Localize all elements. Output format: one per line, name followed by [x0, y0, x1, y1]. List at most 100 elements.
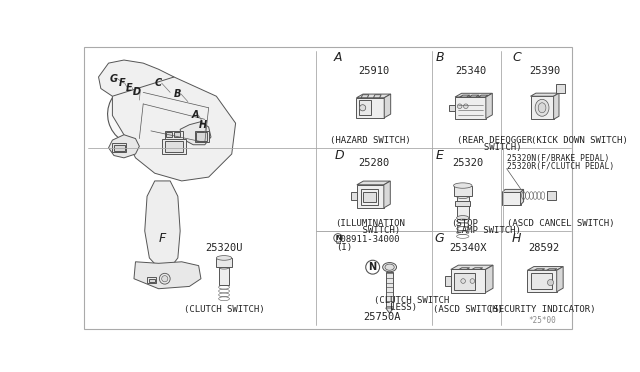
Text: 25320N(F/BRAKE PEDAL): 25320N(F/BRAKE PEDAL): [507, 154, 609, 163]
Polygon shape: [520, 189, 524, 205]
Polygon shape: [469, 95, 479, 97]
Text: B: B: [174, 89, 182, 99]
Polygon shape: [455, 97, 486, 119]
Ellipse shape: [383, 263, 397, 272]
Polygon shape: [145, 181, 180, 268]
Text: F: F: [159, 232, 166, 245]
Text: H: H: [199, 120, 207, 130]
Text: 28592: 28592: [528, 243, 559, 253]
Text: 25320R(F/CLUTCH PEDAL): 25320R(F/CLUTCH PEDAL): [507, 162, 614, 171]
Polygon shape: [445, 276, 451, 286]
Text: (ASCD CANCEL SWITCH): (ASCD CANCEL SWITCH): [507, 219, 614, 228]
Polygon shape: [456, 196, 469, 218]
Text: E: E: [436, 149, 444, 162]
Ellipse shape: [219, 265, 230, 269]
Polygon shape: [527, 270, 557, 292]
Text: B: B: [436, 51, 444, 64]
Polygon shape: [451, 269, 486, 293]
Text: SWITCH): SWITCH): [456, 143, 521, 152]
Ellipse shape: [108, 87, 161, 144]
Ellipse shape: [535, 99, 549, 116]
Circle shape: [162, 276, 168, 282]
Circle shape: [360, 105, 365, 111]
Text: (ASCD SWITCH): (ASCD SWITCH): [433, 305, 503, 314]
Text: C: C: [513, 51, 522, 64]
Polygon shape: [455, 93, 492, 97]
Text: LAMP SWITCH): LAMP SWITCH): [451, 226, 521, 235]
Circle shape: [365, 260, 380, 274]
Bar: [166, 132, 172, 137]
Text: F: F: [118, 78, 125, 88]
Bar: [454, 273, 475, 289]
Ellipse shape: [117, 96, 151, 135]
Polygon shape: [386, 272, 394, 308]
Text: ⓝ08911-34000: ⓝ08911-34000: [336, 234, 400, 243]
Polygon shape: [557, 267, 563, 292]
Text: E: E: [126, 83, 132, 93]
Text: (ILLUMINATION: (ILLUMINATION: [335, 219, 405, 228]
Polygon shape: [547, 269, 557, 270]
Text: 25280: 25280: [358, 158, 390, 168]
Text: 25750A: 25750A: [363, 312, 401, 322]
Ellipse shape: [538, 103, 546, 113]
Text: (CLUTCH SWITCH: (CLUTCH SWITCH: [374, 296, 449, 305]
Ellipse shape: [385, 264, 394, 270]
Polygon shape: [554, 93, 559, 119]
Polygon shape: [531, 96, 554, 119]
Circle shape: [458, 104, 462, 109]
Circle shape: [334, 234, 342, 242]
Bar: [164, 141, 183, 152]
Polygon shape: [527, 267, 563, 270]
Polygon shape: [386, 308, 394, 313]
Bar: [113, 143, 126, 153]
Polygon shape: [547, 191, 556, 200]
Bar: [196, 132, 207, 141]
Bar: [363, 192, 376, 202]
Text: N: N: [369, 262, 377, 272]
Polygon shape: [356, 94, 390, 98]
Polygon shape: [351, 192, 357, 200]
Text: D: D: [334, 149, 344, 162]
Ellipse shape: [125, 108, 143, 126]
Text: G: G: [435, 232, 444, 245]
Polygon shape: [180, 122, 211, 145]
Text: (REAR DEFOGGER: (REAR DEFOGGER: [456, 136, 532, 145]
Polygon shape: [472, 268, 483, 269]
Polygon shape: [449, 105, 455, 111]
Polygon shape: [502, 192, 520, 205]
Text: (CLUTCH SWITCH): (CLUTCH SWITCH): [184, 305, 264, 314]
Polygon shape: [451, 265, 493, 269]
Polygon shape: [486, 93, 492, 119]
Text: G: G: [110, 74, 118, 84]
Text: 25320: 25320: [452, 158, 484, 168]
Circle shape: [547, 279, 554, 286]
Polygon shape: [113, 73, 236, 181]
Polygon shape: [357, 185, 384, 208]
Text: (KICK DOWN SWITCH): (KICK DOWN SWITCH): [531, 136, 628, 145]
Bar: [359, 100, 371, 115]
Ellipse shape: [456, 194, 469, 199]
Bar: [114, 145, 125, 151]
Bar: [195, 131, 209, 142]
Circle shape: [461, 279, 465, 283]
Text: (STOP: (STOP: [451, 219, 478, 228]
Bar: [163, 139, 186, 154]
Text: (I): (I): [336, 243, 352, 253]
Polygon shape: [502, 189, 524, 192]
Polygon shape: [531, 93, 559, 96]
Polygon shape: [486, 265, 493, 293]
Polygon shape: [356, 98, 384, 118]
Text: SWITCH): SWITCH): [340, 226, 400, 235]
Polygon shape: [455, 201, 470, 206]
Ellipse shape: [454, 183, 472, 188]
Bar: [174, 132, 180, 137]
Polygon shape: [384, 181, 390, 208]
Text: 25340X: 25340X: [449, 243, 487, 253]
Polygon shape: [454, 186, 472, 196]
Text: (HAZARD SWITCH): (HAZARD SWITCH): [330, 136, 411, 145]
Bar: [531, 273, 552, 289]
Circle shape: [159, 273, 170, 284]
Ellipse shape: [456, 216, 469, 220]
Ellipse shape: [216, 256, 232, 260]
Text: 25390: 25390: [529, 66, 561, 76]
